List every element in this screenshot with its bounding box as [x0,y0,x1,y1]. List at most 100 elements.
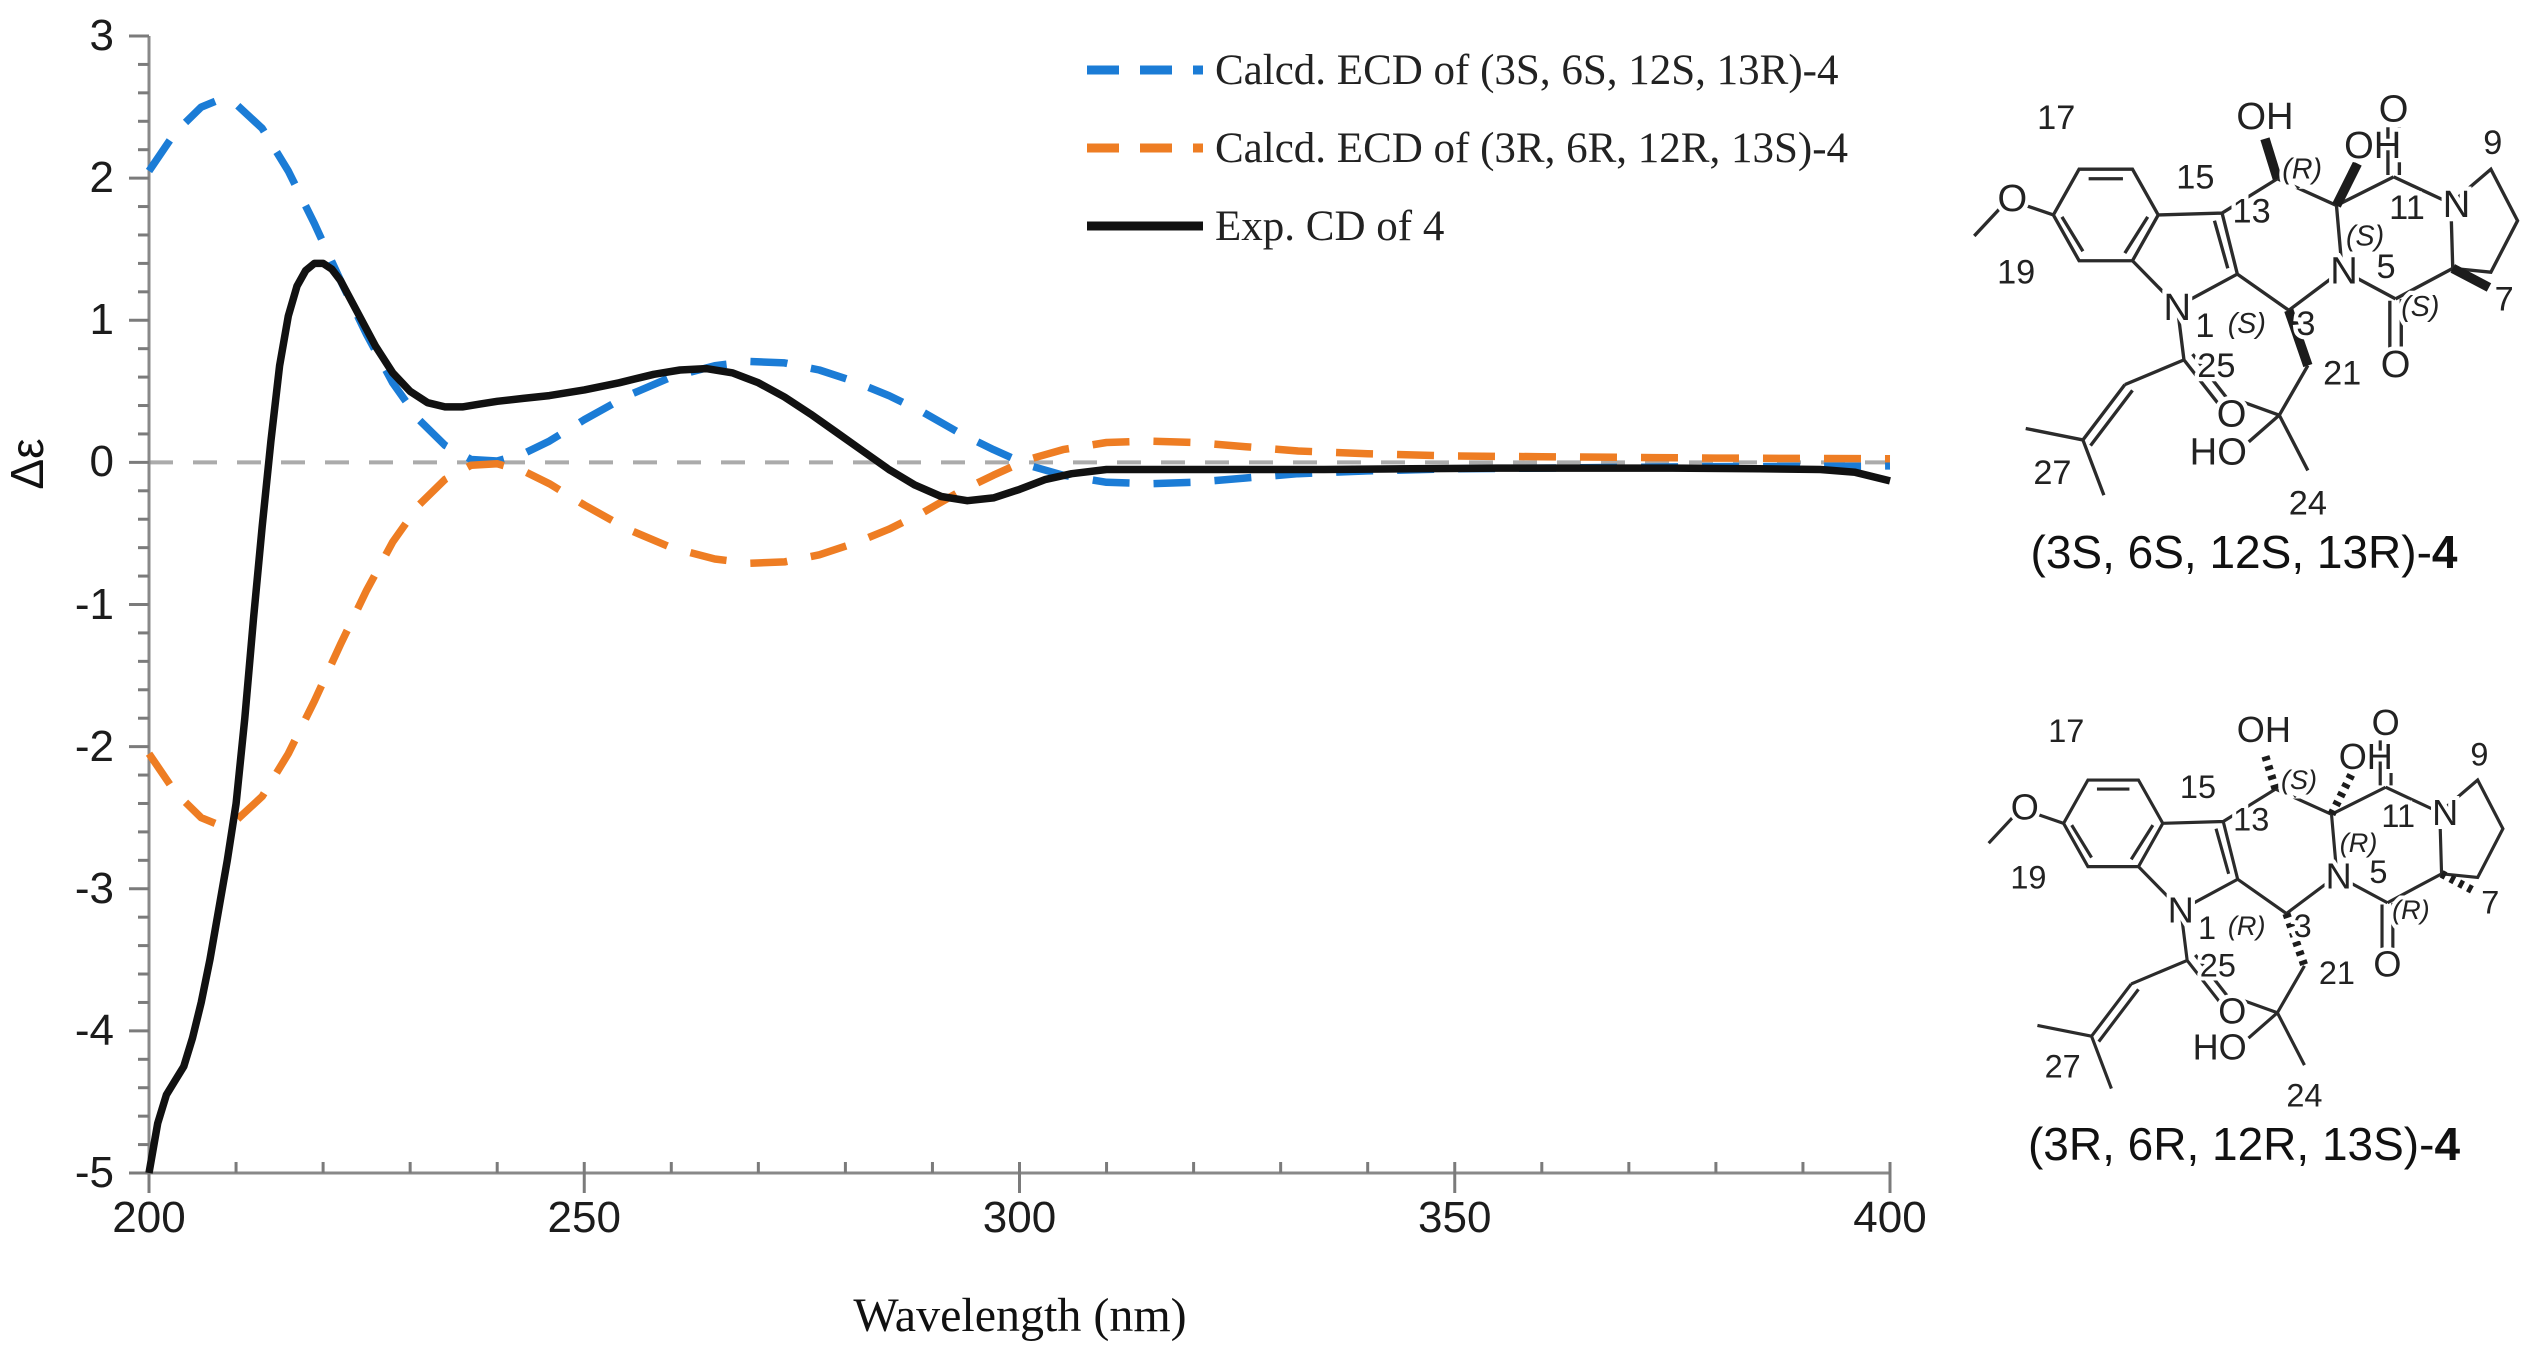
atom-label-15: 15 [2180,769,2216,805]
atom-label-19: 19 [1997,254,2035,292]
molecule-skeleton [1987,740,2505,1090]
structure-3S6S12S13R: O OH OH O O O HO N N N 17 19 15 13 11 9 … [1948,72,2540,579]
atom-label-25: 25 [2197,347,2235,385]
stereo-bond-12-oh [2332,161,2362,208]
stereo-label-13: (S) [2281,765,2317,795]
y-tick-label: -3 [74,863,114,913]
stereo-bond-13-oh [2259,749,2280,791]
x-tick-label: 200 [112,1193,186,1242]
stereo-label-13: (R) [2282,154,2322,186]
atom-label-24: 24 [2286,1078,2322,1112]
stereo-bond-3-21 [2284,308,2313,368]
y-tick-label: 2 [89,153,114,203]
molecule-drawing-1: O OH OH O O O HO N N N 17 19 15 13 11 9 … [1973,83,2520,527]
structure-1-caption: (3S, 6S, 12S, 13R)-4 [2030,526,2458,578]
series-curve-2 [145,259,1891,1174]
atom-label-21: 21 [2319,955,2355,991]
atom-label-24: 24 [2289,484,2327,520]
atom-label-25: 25 [2200,948,2236,984]
n10-label: N [2432,792,2458,833]
oh-13-label: OH [2236,95,2293,138]
stereo-bond-13-oh [2260,137,2282,181]
stereo-bond-12-oh [2327,772,2355,817]
atom-label-17: 17 [2037,99,2075,137]
y-tick-label: -2 [74,721,114,771]
n1-label: N [2168,890,2194,931]
y-tick-label: -5 [74,1148,114,1197]
atom-label-5: 5 [2369,854,2387,890]
atom-label-7: 7 [2495,280,2514,318]
legend-item-exp: Exp. CD of 4 [1085,202,1848,250]
carbonyl-o-bottom-label: O [2373,944,2401,985]
legend-swatch-black-icon [1087,221,1203,231]
atom-label-3: 3 [2294,908,2312,944]
stereo-label-3: (R) [2228,911,2266,941]
x-axis-label: Wavelength (nm) [853,1289,1187,1342]
n4-label: N [2330,250,2358,293]
molecule-skeleton [1973,127,2520,496]
structure-2-caption: (3R, 6R, 12R, 13S)-4 [2027,1118,2461,1170]
methoxy-o-label: O [1998,177,2028,220]
y-tick-label: -1 [74,579,114,629]
atom-label-15: 15 [2176,158,2214,196]
stereo-label-12: (S) [2346,220,2384,252]
y-tick-label: 0 [89,437,114,487]
molecule-drawing-2: O OH OH O O O HO N N N 17 19 15 13 11 9 … [1987,698,2505,1118]
stereo-bond-6-7 [2439,870,2478,896]
stereo-label-3: (S) [2228,308,2266,340]
legend: Calcd. ECD of (3S, 6S, 12S, 13R)-4 Calcd… [1085,46,1848,280]
oh-12-label: OH [2339,736,2393,777]
oh-13-label: OH [2237,709,2291,750]
oh-12-label: OH [2344,124,2401,167]
x-tick-label: 350 [1418,1193,1492,1242]
series-curve-1 [145,437,1891,829]
atom-label-17: 17 [2048,713,2084,749]
legend-label: Calcd. ECD of (3R, 6R, 12R, 13S)-4 [1215,124,1849,172]
amide-o-label: O [2218,991,2246,1032]
atom-label-9: 9 [2470,737,2488,773]
stereo-label-6: (R) [2392,895,2430,925]
atom-label-11: 11 [2381,798,2415,834]
legend-swatch-orange-icon [1087,143,1203,153]
n10-label: N [2443,183,2471,226]
atom-label-11: 11 [2389,189,2425,227]
y-tick-label: 3 [89,11,114,60]
amide-o-label: O [2217,393,2247,436]
atom-label-9: 9 [2483,124,2502,162]
y-tick-label: -4 [74,1005,114,1055]
stereo-label-12: (R) [2340,828,2378,858]
series-curve-0 [145,96,1891,488]
legend-swatch-blue-icon [1087,65,1203,75]
atom-label-21: 21 [2323,355,2361,393]
stereo-label-6: (S) [2401,291,2439,323]
legend-label: Calcd. ECD of (3S, 6S, 12S, 13R)-4 [1215,46,1839,94]
atom-label-13: 13 [2233,802,2269,838]
carbonyl-o-top-label: O [2379,88,2409,131]
structure-3R6R12R13S: O OH OH O O O HO N N N 17 19 15 13 11 9 … [1948,688,2540,1171]
y-tick-label: 1 [89,295,114,345]
atom-label-27: 27 [2033,454,2071,492]
n4-label: N [2326,855,2352,896]
ho-label: HO [2190,431,2247,474]
atom-label-13: 13 [2233,193,2271,231]
ho-label: HO [2193,1027,2247,1068]
methoxy-o-label: O [2011,787,2039,828]
atom-label-1: 1 [2198,910,2216,946]
n1-label: N [2164,286,2192,329]
atom-label-27: 27 [2045,1049,2081,1085]
atom-label-7: 7 [2481,885,2499,921]
x-tick-label: 250 [547,1193,621,1242]
legend-item-calcd-rrs: Calcd. ECD of (3R, 6R, 12R, 13S)-4 [1085,124,1848,172]
carbonyl-o-top-label: O [2372,702,2400,743]
atom-label-3: 3 [2296,305,2315,343]
legend-item-calcd-ssr: Calcd. ECD of (3S, 6S, 12S, 13R)-4 [1085,46,1848,94]
x-tick-label: 300 [982,1193,1057,1242]
carbonyl-o-bottom-label: O [2381,343,2411,386]
atom-label-5: 5 [2376,248,2395,286]
atom-label-1: 1 [2195,307,2214,345]
y-axis-label: Δε [1,438,53,490]
atom-label-19: 19 [2010,859,2046,895]
legend-label: Exp. CD of 4 [1215,202,1445,250]
